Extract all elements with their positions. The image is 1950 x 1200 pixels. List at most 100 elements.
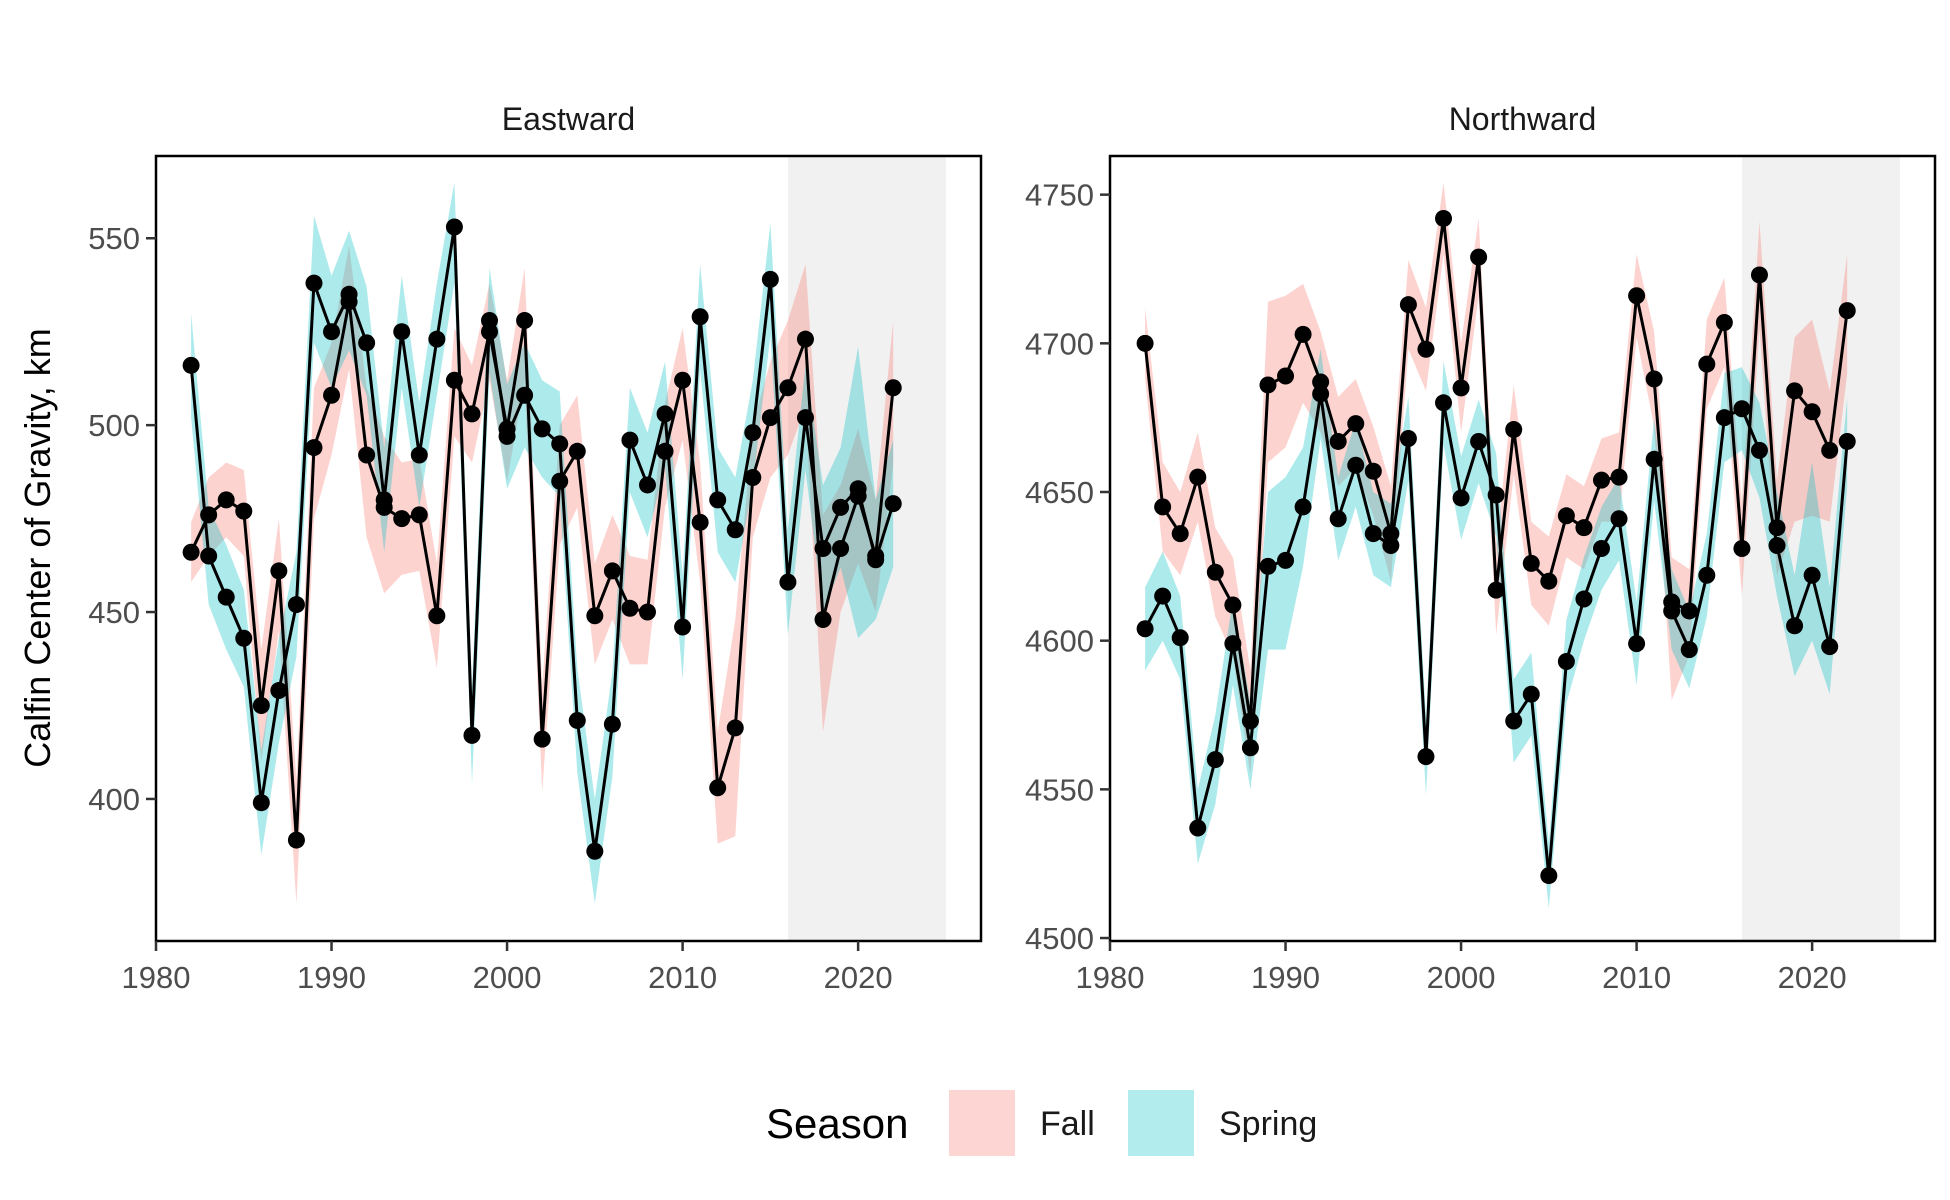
point-fall	[1592, 471, 1610, 489]
point-fall	[270, 562, 288, 580]
point-spring	[1347, 456, 1365, 474]
x-tick-label: 2010	[1602, 960, 1671, 995]
point-fall	[1838, 302, 1856, 320]
y-tick-label: 4500	[1025, 921, 1094, 956]
point-spring	[691, 308, 709, 326]
point-spring	[656, 405, 674, 423]
ribbon-spring	[191, 182, 894, 904]
point-fall	[761, 409, 779, 427]
point-fall	[287, 831, 305, 849]
point-spring	[1399, 429, 1417, 447]
point-fall	[814, 611, 832, 629]
ribbon-spring	[1145, 349, 1848, 909]
point-fall	[779, 379, 797, 397]
point-fall	[358, 446, 376, 464]
point-fall	[1610, 468, 1628, 486]
ribbon-fall	[1145, 182, 1848, 775]
point-fall	[1522, 554, 1540, 572]
point-spring	[1382, 537, 1400, 555]
point-spring	[1592, 540, 1610, 557]
point-fall	[1241, 712, 1259, 730]
point-spring	[375, 491, 393, 509]
y-tick-label: 4650	[1025, 475, 1094, 510]
point-spring	[1733, 400, 1751, 418]
legend-key-spring	[1128, 1090, 1194, 1156]
point-fall	[305, 439, 323, 457]
point-fall	[1382, 525, 1400, 543]
point-spring	[1540, 867, 1558, 885]
point-fall	[1557, 507, 1575, 525]
point-fall	[1452, 379, 1470, 397]
y-axis-label: Calfin Center of Gravity, km	[17, 328, 58, 767]
ribbon-fall	[191, 245, 894, 904]
point-fall	[252, 697, 270, 714]
point-fall	[393, 510, 411, 528]
point-spring	[674, 618, 692, 636]
point-fall	[217, 491, 235, 509]
point-fall	[516, 311, 534, 329]
point-fall	[410, 506, 428, 524]
point-spring	[603, 715, 621, 733]
point-spring	[1154, 587, 1172, 605]
point-spring	[744, 424, 762, 442]
point-fall	[1680, 602, 1698, 620]
legend-title: Season	[766, 1100, 908, 1147]
x-tick-label: 2020	[1778, 960, 1847, 995]
y-tick-label: 400	[88, 782, 140, 817]
point-spring	[305, 274, 323, 292]
point-spring	[814, 540, 832, 557]
point-spring	[1821, 638, 1839, 656]
point-fall	[884, 379, 902, 397]
y-tick-label: 4750	[1025, 178, 1094, 213]
point-spring	[1487, 486, 1505, 504]
point-fall	[1294, 325, 1312, 343]
point-fall	[1540, 572, 1558, 590]
point-spring	[1663, 602, 1681, 620]
point-fall	[1821, 441, 1839, 459]
point-spring	[832, 498, 850, 516]
panel-title: Northward	[1449, 101, 1597, 137]
point-spring	[1750, 441, 1768, 459]
point-fall	[586, 607, 604, 625]
point-fall	[235, 502, 253, 520]
panels: Eastward 1980 1990 2000 2010 2020 400 450 500 550…	[88, 101, 1937, 995]
point-fall	[796, 330, 814, 348]
point-spring	[779, 573, 797, 591]
point-fall	[1505, 421, 1523, 439]
point-fall	[709, 779, 727, 797]
point-fall	[463, 405, 481, 423]
point-spring	[358, 334, 376, 352]
point-spring	[1136, 620, 1154, 638]
point-fall	[726, 719, 744, 737]
point-spring	[1452, 489, 1470, 507]
point-spring	[1786, 617, 1804, 635]
point-fall	[1698, 355, 1716, 373]
point-fall	[1417, 340, 1435, 358]
x-tick-label: 2020	[824, 960, 893, 995]
point-spring	[1470, 432, 1488, 450]
point-spring	[1680, 641, 1698, 659]
point-spring	[235, 629, 253, 647]
point-spring	[1189, 819, 1207, 837]
point-spring	[323, 323, 341, 341]
point-spring	[551, 435, 569, 453]
point-fall	[674, 371, 692, 389]
point-fall	[1768, 519, 1786, 537]
legend-key-fall	[949, 1090, 1015, 1156]
point-spring	[849, 480, 867, 498]
point-fall	[638, 603, 656, 621]
point-fall	[445, 371, 463, 389]
point-fall	[832, 540, 850, 557]
y-tick-label: 450	[88, 595, 140, 630]
point-spring	[1171, 629, 1189, 647]
point-fall	[1364, 462, 1382, 480]
point-fall	[1399, 296, 1417, 314]
legend-label-spring: Spring	[1219, 1105, 1317, 1143]
point-fall	[1136, 334, 1154, 352]
point-fall	[533, 730, 551, 748]
point-spring	[428, 330, 446, 348]
point-spring	[568, 711, 586, 729]
point-spring	[1698, 566, 1716, 584]
point-spring	[867, 551, 885, 569]
